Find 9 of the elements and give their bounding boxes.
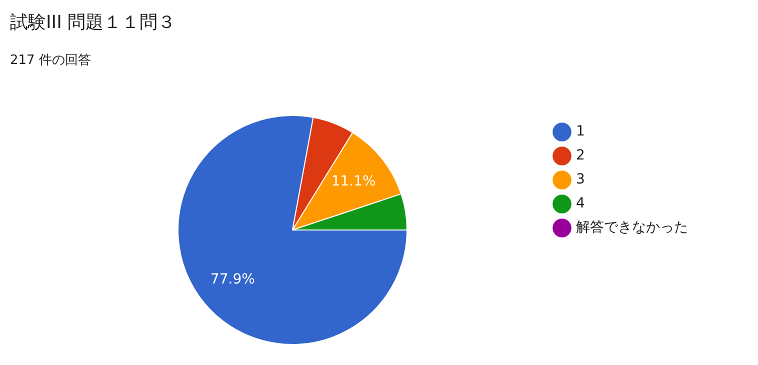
data-label: 11.1% <box>331 173 376 190</box>
chart-title: 試験III 問題１１問３ <box>10 11 176 34</box>
legend-label: 解答できなかった <box>576 220 688 236</box>
legend-label: 1 <box>576 124 585 140</box>
data-label: 77.9% <box>210 271 255 288</box>
legend-label: 3 <box>576 172 585 188</box>
legend-label: 4 <box>576 196 585 212</box>
legend-label: 2 <box>576 148 585 164</box>
text: 217 件の回答 <box>10 52 91 69</box>
